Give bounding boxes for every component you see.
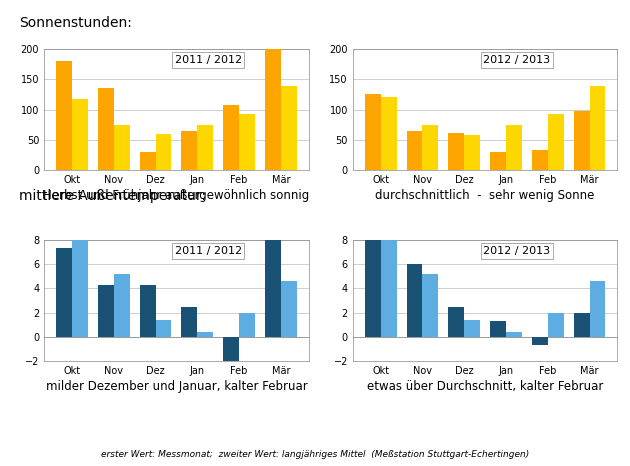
Bar — [532, 150, 547, 170]
Text: durchschnittlich  -  sehr wenig Sonne: durchschnittlich - sehr wenig Sonne — [375, 189, 595, 202]
Bar — [265, 240, 281, 337]
Bar — [156, 320, 171, 337]
Bar — [532, 337, 547, 345]
Bar — [281, 87, 297, 170]
Bar — [98, 89, 114, 170]
Bar — [56, 248, 72, 337]
Bar — [406, 130, 423, 170]
Bar — [239, 114, 255, 170]
Text: Sonnenstunden:: Sonnenstunden: — [19, 16, 132, 30]
Bar — [223, 337, 239, 363]
Bar — [590, 87, 605, 170]
Bar — [281, 281, 297, 337]
Bar — [140, 152, 156, 170]
Bar — [490, 321, 506, 337]
Bar — [449, 132, 464, 170]
Bar — [223, 105, 239, 170]
Text: 2012 / 2013: 2012 / 2013 — [483, 55, 551, 65]
Bar — [156, 134, 171, 170]
Bar — [197, 332, 213, 337]
Text: 2011 / 2012: 2011 / 2012 — [175, 246, 242, 256]
Text: 2012 / 2013: 2012 / 2013 — [483, 246, 551, 256]
Bar — [114, 124, 130, 170]
Bar — [239, 313, 255, 337]
Bar — [506, 124, 522, 170]
Bar — [423, 274, 438, 337]
Text: 2011 / 2012: 2011 / 2012 — [175, 55, 242, 65]
Bar — [381, 97, 396, 170]
Text: milder Dezember und Januar, kalter Februar: milder Dezember und Januar, kalter Febru… — [45, 380, 307, 393]
Bar — [181, 130, 197, 170]
Bar — [140, 285, 156, 337]
Text: mittlere Außentemperatur:: mittlere Außentemperatur: — [19, 189, 206, 203]
Bar — [406, 264, 423, 337]
Text: Herbst und Frühjahr außergewöhnlich sonnig: Herbst und Frühjahr außergewöhnlich sonn… — [43, 189, 309, 202]
Bar — [506, 332, 522, 337]
Bar — [114, 274, 130, 337]
Bar — [98, 285, 114, 337]
Bar — [423, 124, 438, 170]
Bar — [547, 313, 564, 337]
Bar — [72, 99, 88, 170]
Bar — [574, 111, 590, 170]
Bar — [574, 313, 590, 337]
Bar — [56, 61, 72, 170]
Bar — [265, 49, 281, 170]
Bar — [464, 320, 480, 337]
Bar — [449, 307, 464, 337]
Bar — [381, 240, 396, 337]
Bar — [365, 94, 381, 170]
Bar — [490, 152, 506, 170]
Bar — [590, 281, 605, 337]
Text: erster Wert: Messmonat;  zweiter Wert: langjähriges Mittel  (Meßstation Stuttgar: erster Wert: Messmonat; zweiter Wert: la… — [101, 450, 529, 459]
Bar — [197, 124, 213, 170]
Bar — [72, 240, 88, 337]
Bar — [181, 307, 197, 337]
Text: etwas über Durchschnitt, kalter Februar: etwas über Durchschnitt, kalter Februar — [367, 380, 604, 393]
Bar — [365, 240, 381, 337]
Bar — [547, 114, 564, 170]
Bar — [464, 135, 480, 170]
